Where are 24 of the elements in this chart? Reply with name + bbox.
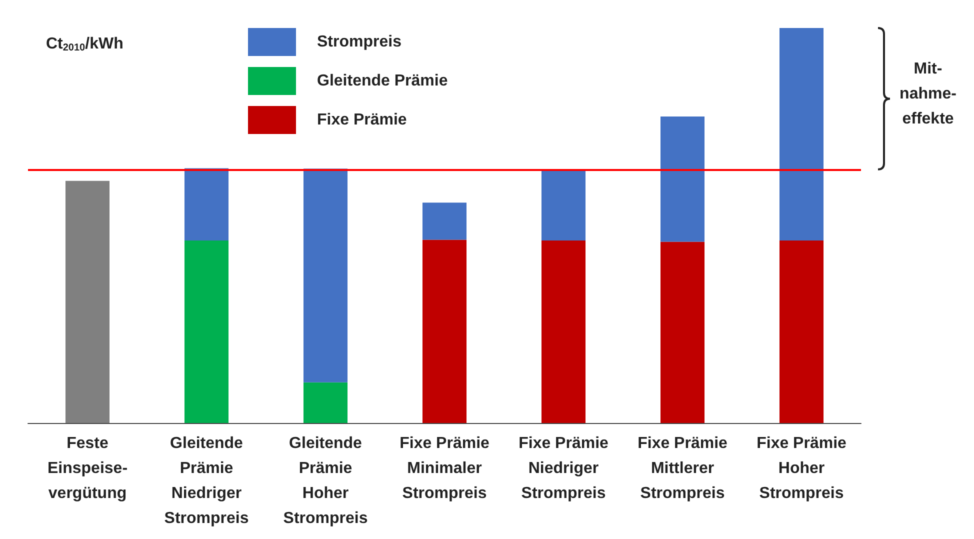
x-tick-label: Fixe Prämie Minimaler Strompreis <box>400 435 490 502</box>
bar <box>779 240 824 423</box>
bar <box>184 168 229 241</box>
bar <box>660 242 705 423</box>
x-tick-label: Gleitende Prämie Hoher Strompreis <box>283 435 368 527</box>
x-tick-label: Fixe Prämie Hoher Strompreis <box>756 435 847 502</box>
x-tick-label: Fixe Prämie Mittlerer Strompreis <box>638 435 728 502</box>
bar <box>660 116 705 242</box>
bar <box>65 180 110 423</box>
bar <box>184 240 229 423</box>
bar <box>303 382 348 423</box>
legend-label: Gleitende Prämie <box>317 72 448 90</box>
bar <box>541 170 586 241</box>
x-tick-label: Gleitende Prämie Niedriger Strompreis <box>164 435 249 527</box>
x-tick-label: Fixe Prämie Niedriger Strompreis <box>518 435 609 502</box>
bar <box>541 240 586 423</box>
bar <box>303 168 348 382</box>
bar <box>779 28 824 241</box>
text: Mit- nahme- effekte <box>900 60 956 128</box>
bar <box>422 240 467 423</box>
x-tick-label: Feste Einspeise- vergütung <box>47 435 128 502</box>
legend-label: Strompreis <box>317 34 402 50</box>
legend-label: Fixe Prämie <box>317 112 407 128</box>
bar <box>422 202 467 240</box>
